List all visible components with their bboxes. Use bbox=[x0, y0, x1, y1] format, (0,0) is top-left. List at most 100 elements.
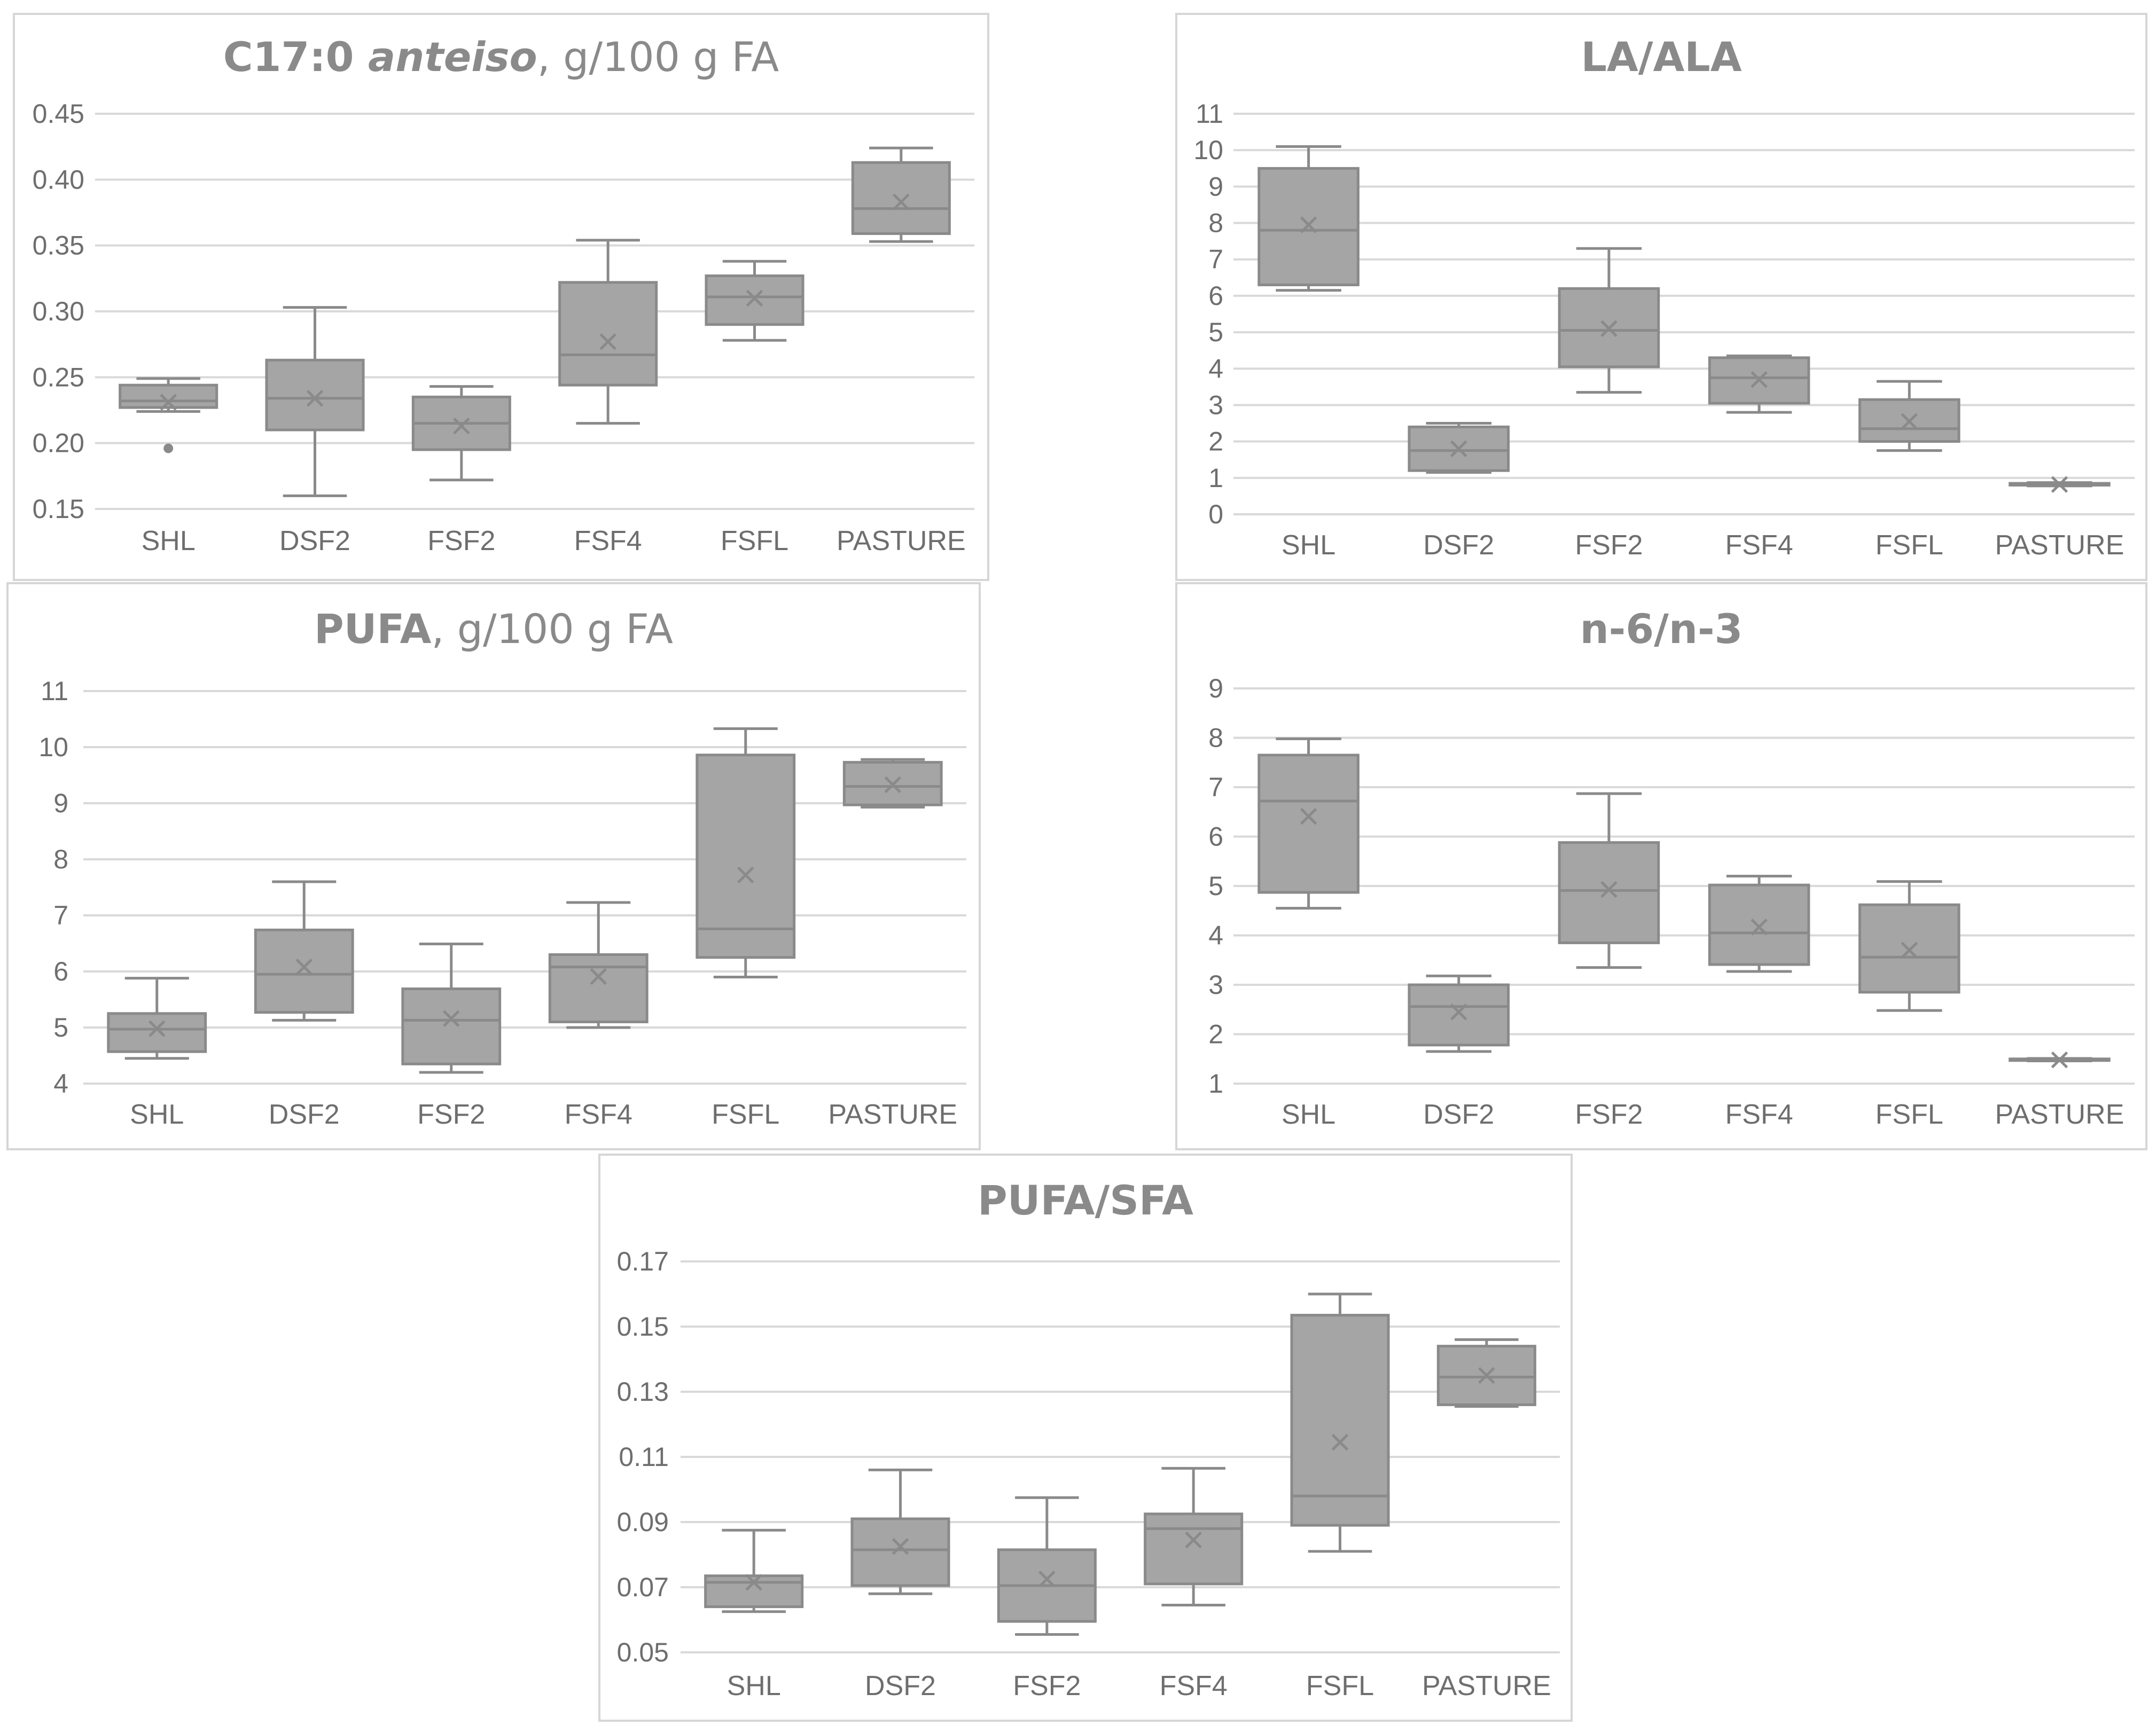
chart-title-part: , g/100 g FA bbox=[537, 33, 779, 81]
y-tick-label: 7 bbox=[1208, 772, 1223, 802]
y-tick-label: 2 bbox=[1208, 427, 1223, 457]
mean-marker bbox=[1450, 1003, 1467, 1021]
x-category-label: SHL bbox=[1282, 530, 1335, 561]
mean-marker bbox=[1450, 440, 1467, 458]
box-fsf2 bbox=[401, 943, 502, 1074]
y-tick-label: 6 bbox=[53, 956, 68, 986]
iqr-box bbox=[705, 274, 804, 326]
y-tick-label: 0.05 bbox=[617, 1637, 669, 1667]
x-category-label: DSF2 bbox=[1423, 530, 1494, 561]
y-tick-label: 4 bbox=[53, 1069, 68, 1099]
mean-marker bbox=[1901, 413, 1918, 430]
y-tick-label: 9 bbox=[53, 788, 68, 818]
y-tick-label: 4 bbox=[1208, 921, 1223, 951]
x-category-label: FSFL bbox=[1306, 1671, 1374, 1702]
x-category-label: FSFL bbox=[1876, 530, 1943, 561]
box-fsfl bbox=[696, 727, 796, 978]
y-tick-label: 0.17 bbox=[617, 1246, 669, 1276]
chart-pufa: PUFA, g/100 g FA 4 5 6 7 8 9 10 11 SHL DSF2 FSF2 FSF… bbox=[38, 605, 966, 1130]
chart-panel-pufa: PUFA, g/100 g FA 4 5 6 7 8 9 10 11 SHL DSF2 FSF2 FSF… bbox=[6, 582, 981, 1150]
mean-marker bbox=[1300, 807, 1317, 825]
x-category-label: PASTURE bbox=[1995, 530, 2124, 561]
mean-marker bbox=[2051, 476, 2068, 493]
x-category-label: FSFL bbox=[721, 526, 788, 556]
iqr-box bbox=[401, 987, 502, 1065]
iqr-box bbox=[119, 383, 218, 409]
iqr-box bbox=[1558, 841, 1660, 944]
y-tick-label: 6 bbox=[1208, 281, 1223, 311]
iqr-box bbox=[265, 358, 365, 432]
mean-marker bbox=[1751, 371, 1768, 388]
box-fsfl bbox=[1290, 1292, 1390, 1553]
x-category-label: FSF4 bbox=[574, 526, 642, 556]
y-tick-label: 0.15 bbox=[617, 1312, 669, 1342]
mean-marker bbox=[599, 333, 616, 350]
y-tick-label: 3 bbox=[1208, 970, 1223, 1000]
chart-title: PUFA/SFA bbox=[978, 1177, 1193, 1224]
box-fsf2 bbox=[1558, 792, 1660, 969]
x-category-label: PASTURE bbox=[828, 1099, 957, 1130]
x-category-label: DSF2 bbox=[279, 526, 350, 556]
x-category-label: FSF2 bbox=[1575, 1099, 1643, 1130]
mean-marker bbox=[148, 1020, 166, 1037]
box-dsf2 bbox=[1408, 974, 1510, 1053]
x-category-label: FSF4 bbox=[1725, 1099, 1793, 1130]
mean-marker bbox=[1038, 1570, 1056, 1588]
x-category-label: PASTURE bbox=[1422, 1671, 1551, 1702]
box-fsfl bbox=[1858, 880, 1960, 1012]
x-category-label: FSFL bbox=[712, 1099, 779, 1130]
mean-marker bbox=[160, 394, 177, 411]
box-pasture bbox=[842, 758, 943, 809]
x-category-label: SHL bbox=[1282, 1099, 1335, 1130]
y-tick-label: 6 bbox=[1208, 822, 1223, 852]
mean-marker bbox=[1185, 1531, 1202, 1549]
iqr-box bbox=[548, 953, 649, 1023]
y-tick-label: 0.25 bbox=[33, 362, 84, 392]
iqr-box bbox=[558, 281, 658, 387]
chart-title-part: , g/100 g FA bbox=[431, 605, 673, 653]
mean-marker bbox=[1300, 216, 1317, 233]
y-tick-label: 5 bbox=[1208, 317, 1223, 347]
x-category-label: FSF4 bbox=[1160, 1671, 1228, 1702]
mean-marker bbox=[295, 958, 313, 976]
chart-la-ala: LA/ALA 0 1 2 3 4 5 6 7 8 9 10 11 SHL DSF2 FSF2 FSF4 FSFL P… bbox=[1193, 33, 2135, 561]
y-tick-label: 0.20 bbox=[33, 428, 84, 458]
x-category-label: FSF4 bbox=[565, 1099, 632, 1130]
y-tick-label: 2 bbox=[1208, 1020, 1223, 1049]
x-category-label: SHL bbox=[130, 1099, 184, 1130]
x-category-label: FSF2 bbox=[417, 1099, 485, 1130]
y-tick-label: 0.09 bbox=[617, 1507, 669, 1537]
mean-marker bbox=[1751, 919, 1768, 936]
box-fsf4 bbox=[1144, 1467, 1244, 1607]
y-tick-label: 0 bbox=[1208, 499, 1223, 529]
y-tick-label: 1 bbox=[1208, 1069, 1223, 1099]
mean-marker bbox=[442, 1010, 460, 1027]
chart-title-part: LA/ALA bbox=[1581, 33, 1741, 81]
chart-c17-anteiso: C17:0 anteiso, g/100 g FA 0.15 0.20 0.25 0.3… bbox=[33, 33, 974, 556]
box-pasture bbox=[2009, 476, 2111, 493]
mean-marker bbox=[745, 1574, 762, 1591]
chart-title: PUFA, g/100 g FA bbox=[314, 605, 673, 653]
x-category-label: SHL bbox=[142, 526, 196, 556]
x-category-label: SHL bbox=[727, 1671, 781, 1702]
y-tick-label: 8 bbox=[1208, 208, 1223, 238]
mean-marker bbox=[737, 866, 754, 884]
mean-marker bbox=[590, 968, 607, 985]
y-tick-label: 8 bbox=[53, 844, 68, 874]
box-dsf2 bbox=[254, 880, 354, 1022]
iqr-box bbox=[1144, 1512, 1244, 1586]
mean-marker bbox=[453, 417, 470, 435]
y-tick-label: 0.07 bbox=[617, 1572, 669, 1602]
y-tick-label: 4 bbox=[1208, 354, 1223, 383]
mean-marker bbox=[1901, 942, 1918, 959]
y-tick-label: 5 bbox=[1208, 871, 1223, 901]
box-fsf4 bbox=[548, 901, 649, 1029]
mean-marker bbox=[746, 289, 763, 307]
box-fsf2 bbox=[1558, 247, 1660, 394]
x-category-label: PASTURE bbox=[1995, 1099, 2124, 1130]
box-dsf2 bbox=[850, 1468, 950, 1595]
chart-panel-la-ala: LA/ALA 0 1 2 3 4 5 6 7 8 9 10 11 SHL DSF2 FSF2 FSF4 FSFL P… bbox=[1175, 13, 2147, 581]
chart-title: n-6/n-3 bbox=[1580, 605, 1743, 653]
y-tick-label: 1 bbox=[1208, 463, 1223, 493]
x-category-label: FSF4 bbox=[1725, 530, 1793, 561]
